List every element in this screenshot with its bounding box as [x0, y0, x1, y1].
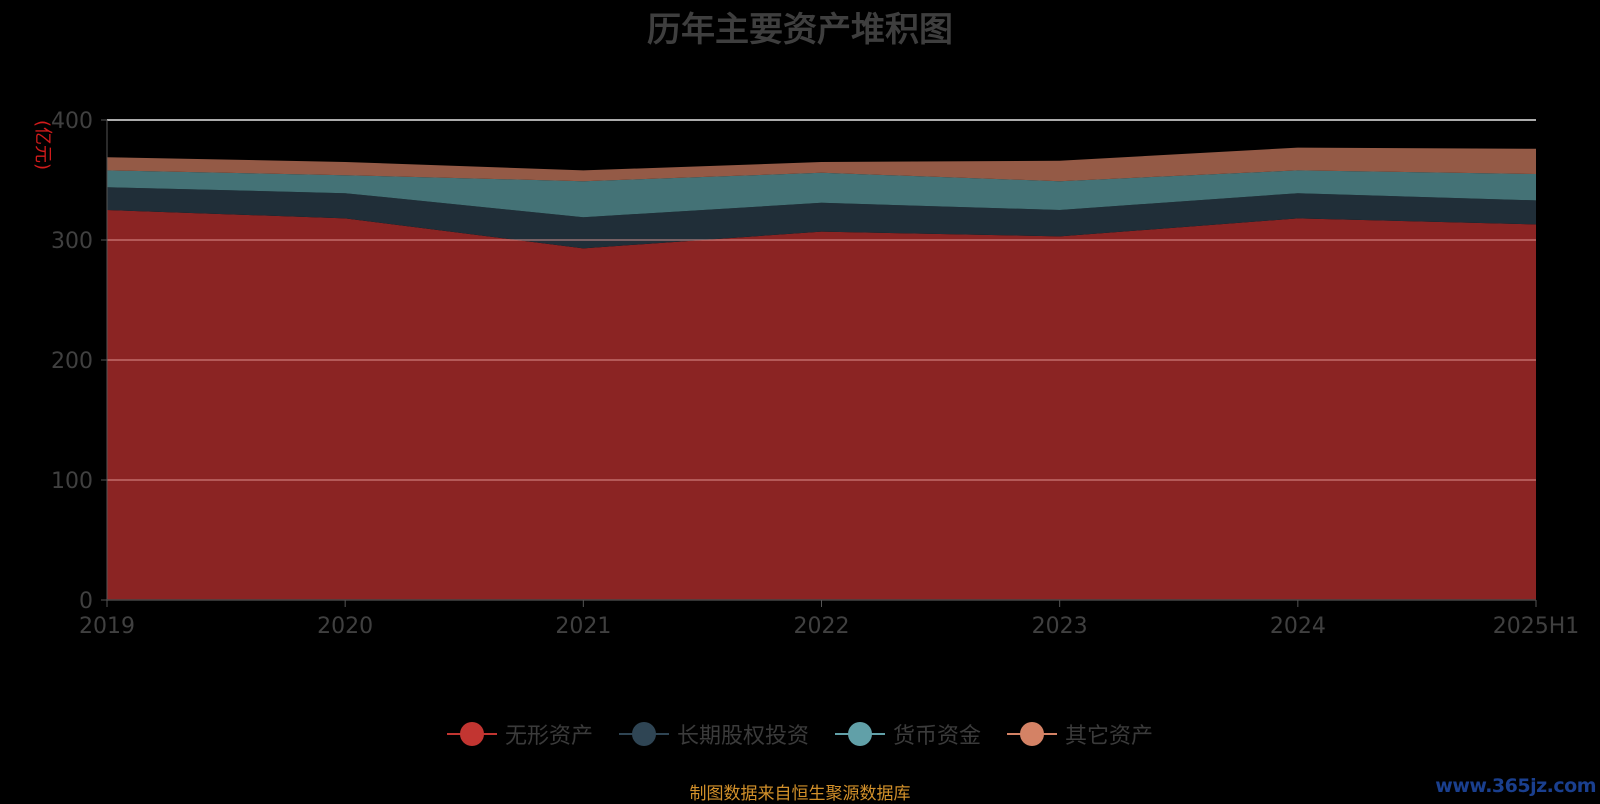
source-note: 制图数据来自恒生聚源数据库 [689, 784, 911, 804]
legend-marker-icon [835, 721, 885, 747]
legend-item-2[interactable]: 长期股权投资 [618, 718, 809, 750]
x-tick-label: 2021 [555, 614, 611, 639]
legend-marker-icon [1007, 721, 1058, 747]
x-tick-label: 2022 [794, 614, 850, 639]
watermark: www.365jz.com [1435, 775, 1596, 797]
x-tick-label: 2024 [1270, 614, 1326, 639]
y-tick-label: 100 [51, 469, 93, 494]
legend-marker-icon [618, 721, 669, 747]
x-tick-label: 2019 [79, 614, 135, 639]
legend-label: 货币资金 [893, 724, 982, 749]
legend-item-4[interactable]: 其它资产 [1007, 718, 1153, 750]
legend: 无形资产 长期股权投资 货币资金 其它资产 [0, 718, 1600, 750]
area-series-4 [107, 147, 1536, 182]
y-tick-label: 0 [79, 589, 93, 614]
legend-marker-icon [446, 721, 497, 747]
y-tick-label: 200 [51, 349, 93, 374]
legend-label: 长期股权投资 [676, 724, 809, 749]
area-series-2 [107, 187, 1536, 249]
area-series-3 [107, 170, 1536, 218]
area-series-1 [107, 210, 1536, 600]
y-tick-label: 400 [51, 109, 93, 134]
chart-title: 历年主要资产堆积图 [647, 10, 953, 50]
x-tick-label: 2025H1 [1493, 614, 1580, 639]
x-tick-label: 2020 [317, 614, 373, 639]
legend-label: 其它资产 [1065, 724, 1154, 749]
x-tick-label: 2023 [1032, 614, 1088, 639]
legend-item-3[interactable]: 货币资金 [835, 718, 981, 750]
legend-label: 无形资产 [504, 724, 593, 749]
y-tick-label: 300 [51, 229, 93, 254]
legend-item-1[interactable]: 无形资产 [446, 718, 593, 750]
